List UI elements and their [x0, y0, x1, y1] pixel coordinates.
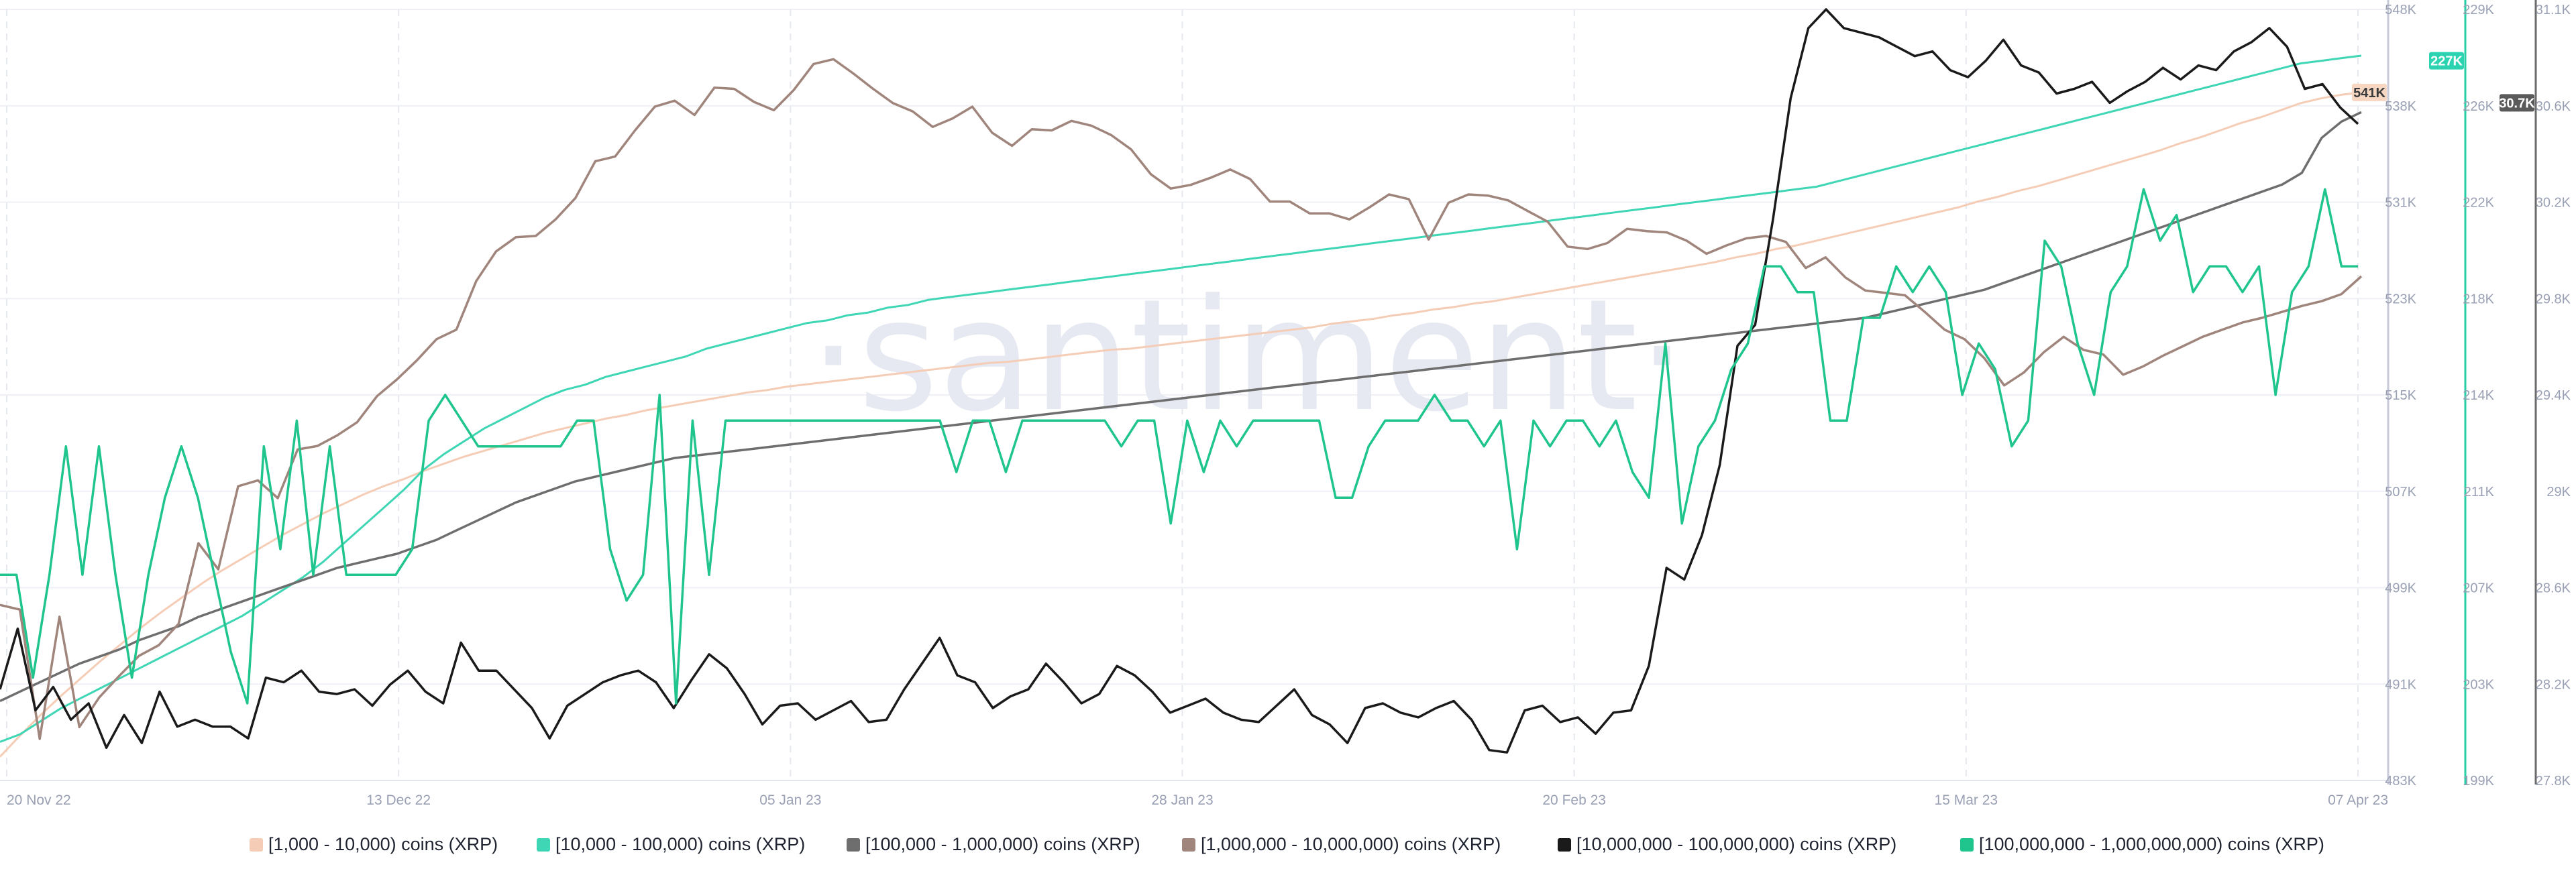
- y-tick-label: 30.6K: [2536, 99, 2571, 114]
- y-tick-label: 29K: [2546, 485, 2571, 500]
- y-tick-label: 515K: [2385, 388, 2416, 403]
- x-tick-label: 05 Jan 23: [759, 793, 821, 808]
- y-tick-label: 214K: [2463, 388, 2494, 403]
- legend-label: [100,000,000 - 1,000,000,000) coins (XRP…: [1979, 834, 2324, 854]
- legend-label: [10,000,000 - 100,000,000) coins (XRP): [1576, 834, 1896, 854]
- x-tick-label: 13 Dec 22: [366, 793, 431, 808]
- current-value-badge: [2429, 52, 2464, 70]
- y-tick-label: 207K: [2463, 581, 2494, 596]
- y-tick-label: 538K: [2385, 99, 2416, 114]
- x-tick-label: 20 Nov 22: [7, 793, 71, 808]
- series-line-2: [0, 54, 2362, 743]
- current-value-badge-label: 227K: [2430, 54, 2463, 69]
- x-axis: 20 Nov 22 13 Dec 22 05 Jan 23 28 Jan 23 20 F…: [7, 793, 2388, 808]
- y-tick-label: 211K: [2464, 485, 2495, 500]
- y-tick-label: 226K: [2463, 99, 2494, 114]
- y-tick-label: 229K: [2463, 3, 2494, 17]
- current-value-badge: [2500, 94, 2534, 112]
- y-tick-label: 222K: [2463, 196, 2494, 211]
- y-tick-label: 483K: [2385, 774, 2416, 789]
- y-tick-label: 218K: [2463, 292, 2494, 306]
- legend-item-4[interactable]: [1,000,000 - 10,000,000) coins (XRP): [1182, 834, 1501, 854]
- x-tick-label: 20 Feb 23: [1542, 793, 1606, 808]
- legend-label: [1,000 - 10,000) coins (XRP): [268, 834, 498, 854]
- y-tick-label: 548K: [2385, 3, 2416, 17]
- x-tick-label: 28 Jan 23: [1151, 793, 1213, 808]
- y-tick-label: 523K: [2385, 292, 2416, 306]
- y-tick-label: 28.6K: [2536, 581, 2571, 596]
- y-tick-label: 499K: [2385, 581, 2416, 596]
- current-value-badge: [2352, 83, 2387, 101]
- x-tick-label: 15 Mar 23: [1935, 793, 1998, 808]
- y-tick-label: 199K: [2463, 774, 2494, 789]
- legend[interactable]: [1,000 - 10,000) coins (XRP) [10,000 - 10…: [250, 834, 2324, 854]
- legend-swatch: [1960, 838, 1974, 852]
- y-tick-label: 27.8K: [2536, 774, 2571, 789]
- y-tick-label: 491K: [2385, 677, 2416, 692]
- y-tick-label: 203K: [2463, 677, 2494, 692]
- legend-label: [100,000 - 1,000,000) coins (XRP): [865, 834, 1140, 854]
- y-axes: 548K 538K 531K 523K 515K 507K 499K 491K 483K 541K…: [2352, 0, 2571, 789]
- legend-item-3[interactable]: [100,000 - 1,000,000) coins (XRP): [847, 834, 1140, 854]
- y-tick-label: 531K: [2385, 196, 2416, 211]
- legend-swatch: [1558, 838, 1571, 852]
- grid: [0, 9, 2388, 781]
- y-tick-label: 30.2K: [2536, 196, 2571, 211]
- current-value-badge-label: 30.7K: [2499, 96, 2535, 111]
- series-layer: [0, 8, 2363, 758]
- watermark: ·santiment·: [809, 267, 1686, 446]
- y-tick-label: 507K: [2385, 485, 2416, 500]
- y-tick-label: 29.4K: [2536, 388, 2571, 403]
- legend-label: [10,000 - 100,000) coins (XRP): [555, 834, 805, 854]
- legend-swatch: [847, 838, 860, 852]
- legend-item-6[interactable]: [100,000,000 - 1,000,000,000) coins (XRP…: [1960, 834, 2324, 854]
- legend-item-2[interactable]: [10,000 - 100,000) coins (XRP): [537, 834, 805, 854]
- legend-swatch: [250, 838, 263, 852]
- series-line-5: [0, 8, 2359, 754]
- series-line-1: [0, 91, 2362, 758]
- legend-swatch: [537, 838, 550, 852]
- series-line-3: [0, 111, 2362, 703]
- legend-swatch: [1182, 838, 1195, 852]
- y-tick-label: 29.8K: [2536, 292, 2571, 306]
- y-tick-label: 28.2K: [2536, 677, 2571, 692]
- series-line-4: [0, 58, 2363, 740]
- legend-item-1[interactable]: [1,000 - 10,000) coins (XRP): [250, 834, 498, 854]
- legend-label: [1,000,000 - 10,000,000) coins (XRP): [1201, 834, 1501, 854]
- current-value-badge-label: 541K: [2353, 86, 2385, 101]
- legend-item-5[interactable]: [10,000,000 - 100,000,000) coins (XRP): [1558, 834, 1896, 854]
- series-line-6: [0, 188, 2358, 705]
- y-tick-label: 31.1K: [2536, 3, 2571, 17]
- x-tick-label: 07 Apr 23: [2328, 793, 2388, 808]
